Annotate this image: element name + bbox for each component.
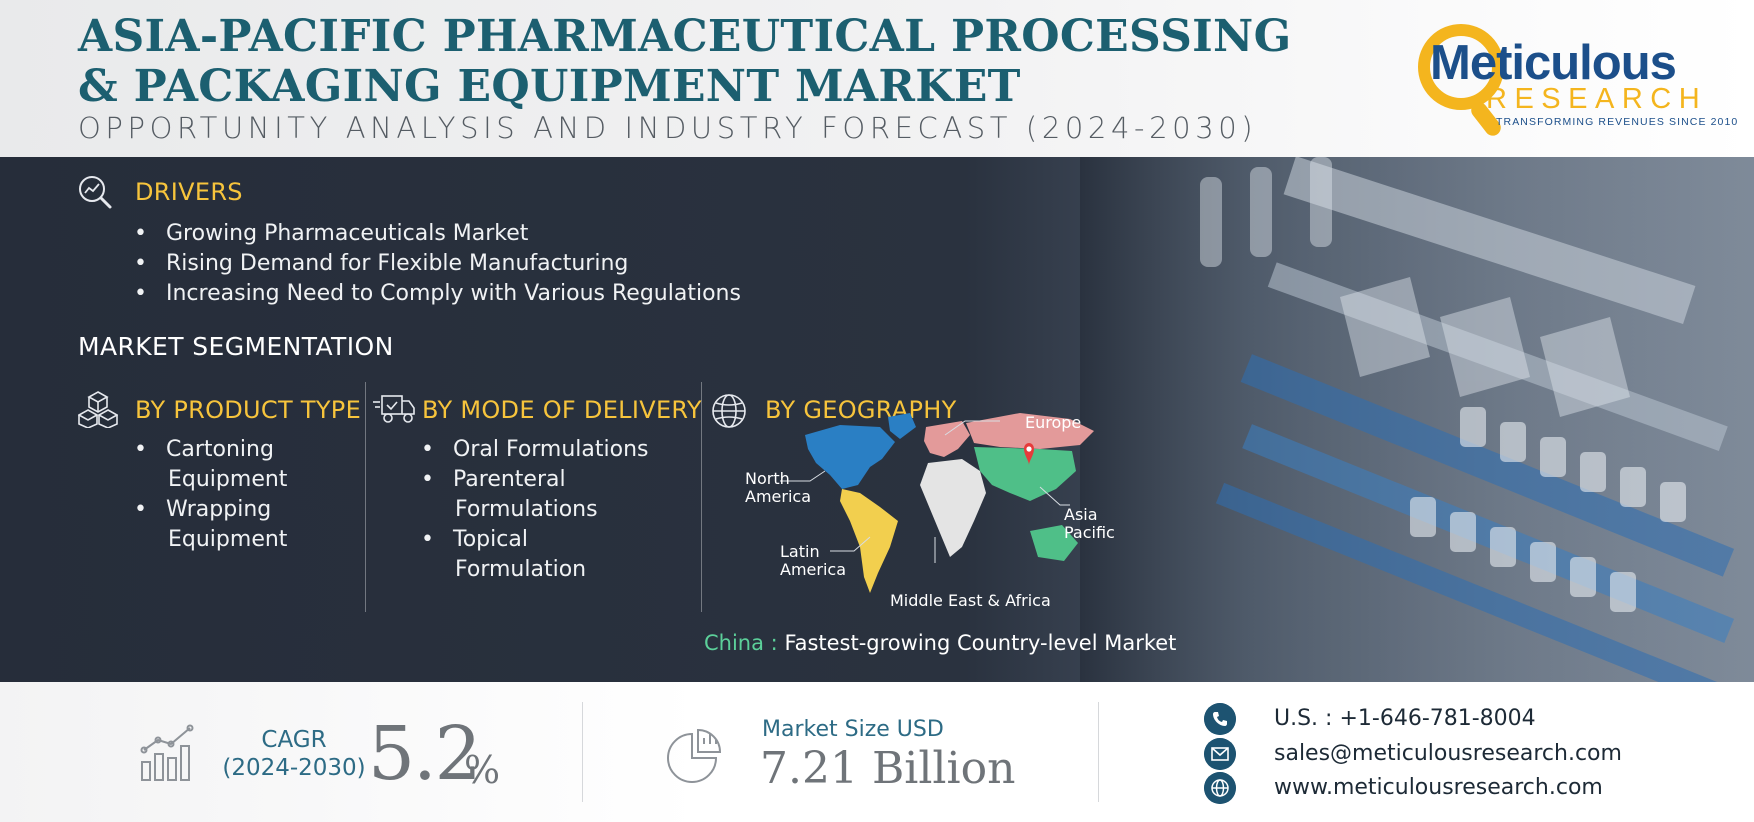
segmentation-heading: MARKET SEGMENTATION [78, 332, 394, 361]
map-label-europe: Europe [1025, 413, 1082, 432]
list-item: Cartoning Equipment [132, 435, 287, 495]
list-item: Rising Demand for Flexible Manufacturing [132, 249, 741, 279]
logo-tagline: TRANSFORMING REVENUES SINCE 2010 [1496, 116, 1739, 128]
china-key: China : [704, 631, 778, 655]
market-size-label: Market Size USD [762, 717, 944, 742]
magnifier-chart-icon [79, 176, 112, 209]
title-line-1: ASIA-PACIFIC PHARMACEUTICAL PROCESSING [78, 11, 1292, 62]
list-item: Increasing Need to Comply with Various R… [132, 279, 741, 309]
cagr-label: CAGR (2024-2030) [222, 727, 366, 781]
drivers-list: Growing Pharmaceuticals Market Rising De… [132, 219, 741, 309]
logo-research: RESEARCH [1486, 83, 1708, 115]
footer-divider [582, 702, 583, 802]
map-europe [924, 421, 970, 457]
logo-name: Meticulous [1430, 36, 1677, 90]
phone-icon [1204, 703, 1236, 735]
china-highlight: China : Fastest-growing Country-level Ma… [704, 629, 1176, 657]
contact-web[interactable]: www.meticulousresearch.com [1204, 772, 1704, 804]
map-north-asia [966, 413, 1094, 449]
meticulous-research-logo[interactable]: Meticulous RESEARCH TRANSFORMING REVENUE… [1412, 18, 1737, 139]
list-item: Wrapping Equipment [132, 495, 287, 555]
map-australia [1030, 525, 1078, 561]
contact-phone[interactable]: U.S. : +1-646-781-8004 [1204, 703, 1704, 735]
world-map [780, 413, 1094, 593]
footer-stats: CAGR (2024-2030) 5.2 % Market Size USD 7… [0, 682, 1754, 822]
delivery-truck-icon [373, 395, 415, 423]
map-label-latin-america: Latin America [780, 542, 846, 579]
phone-text: U.S. : +1-646-781-8004 [1274, 706, 1536, 731]
globe-web-icon [1204, 772, 1236, 804]
mode-of-delivery-heading: BY MODE OF DELIVERY [422, 396, 702, 424]
map-asia-pacific [974, 447, 1076, 501]
web-text: www.meticulousresearch.com [1274, 775, 1603, 800]
list-item: Oral Formulations [419, 435, 649, 465]
product-type-heading: BY PRODUCT TYPE [135, 396, 362, 424]
growth-chart-icon [140, 724, 194, 781]
divider [365, 382, 366, 612]
packaging-machine-photo [1080, 157, 1754, 682]
content-panel: DRIVERS Growing Pharmaceuticals Market R… [0, 157, 1754, 682]
map-label-mea: Middle East & Africa [890, 591, 1051, 610]
footer-divider [1098, 702, 1099, 802]
email-icon [1204, 738, 1236, 770]
header-banner: ASIA-PACIFIC PHARMACEUTICAL PROCESSING &… [0, 0, 1754, 157]
globe-icon [712, 394, 746, 428]
market-size-value: 7.21 Billion [760, 743, 1016, 794]
list-item: Growing Pharmaceuticals Market [132, 219, 741, 249]
product-type-list: Cartoning Equipment Wrapping Equipment [132, 435, 287, 555]
mode-of-delivery-list: Oral Formulations Parenteral Formulation… [419, 435, 649, 585]
map-mea [920, 459, 986, 557]
map-label-asia-pacific: Asia Pacific [1064, 505, 1115, 542]
page-title: ASIA-PACIFIC PHARMACEUTICAL PROCESSING &… [78, 11, 1292, 112]
list-item: Parenteral Formulations [419, 465, 649, 525]
title-line-2: & PACKAGING EQUIPMENT MARKET [78, 61, 1021, 112]
map-north-america [805, 425, 895, 489]
list-item: Topical Formulation [419, 525, 649, 585]
contact-email[interactable]: sales@meticulousresearch.com [1204, 738, 1704, 770]
email-text: sales@meticulousresearch.com [1274, 741, 1622, 766]
divider [701, 382, 702, 612]
map-label-north-america: North America [745, 469, 811, 506]
cagr-value: 5.2 [368, 711, 482, 797]
china-text: Fastest-growing Country-level Market [784, 631, 1177, 655]
geography-heading: BY GEOGRAPHY [765, 396, 957, 424]
cagr-unit: % [464, 748, 501, 792]
boxes-icon [78, 391, 118, 428]
map-greenland [888, 413, 916, 439]
drivers-heading: DRIVERS [135, 178, 243, 206]
page-subtitle: OPPORTUNITY ANALYSIS AND INDUSTRY FORECA… [78, 111, 1258, 145]
map-latin-america [840, 489, 898, 593]
pie-chart-icon [667, 728, 722, 783]
